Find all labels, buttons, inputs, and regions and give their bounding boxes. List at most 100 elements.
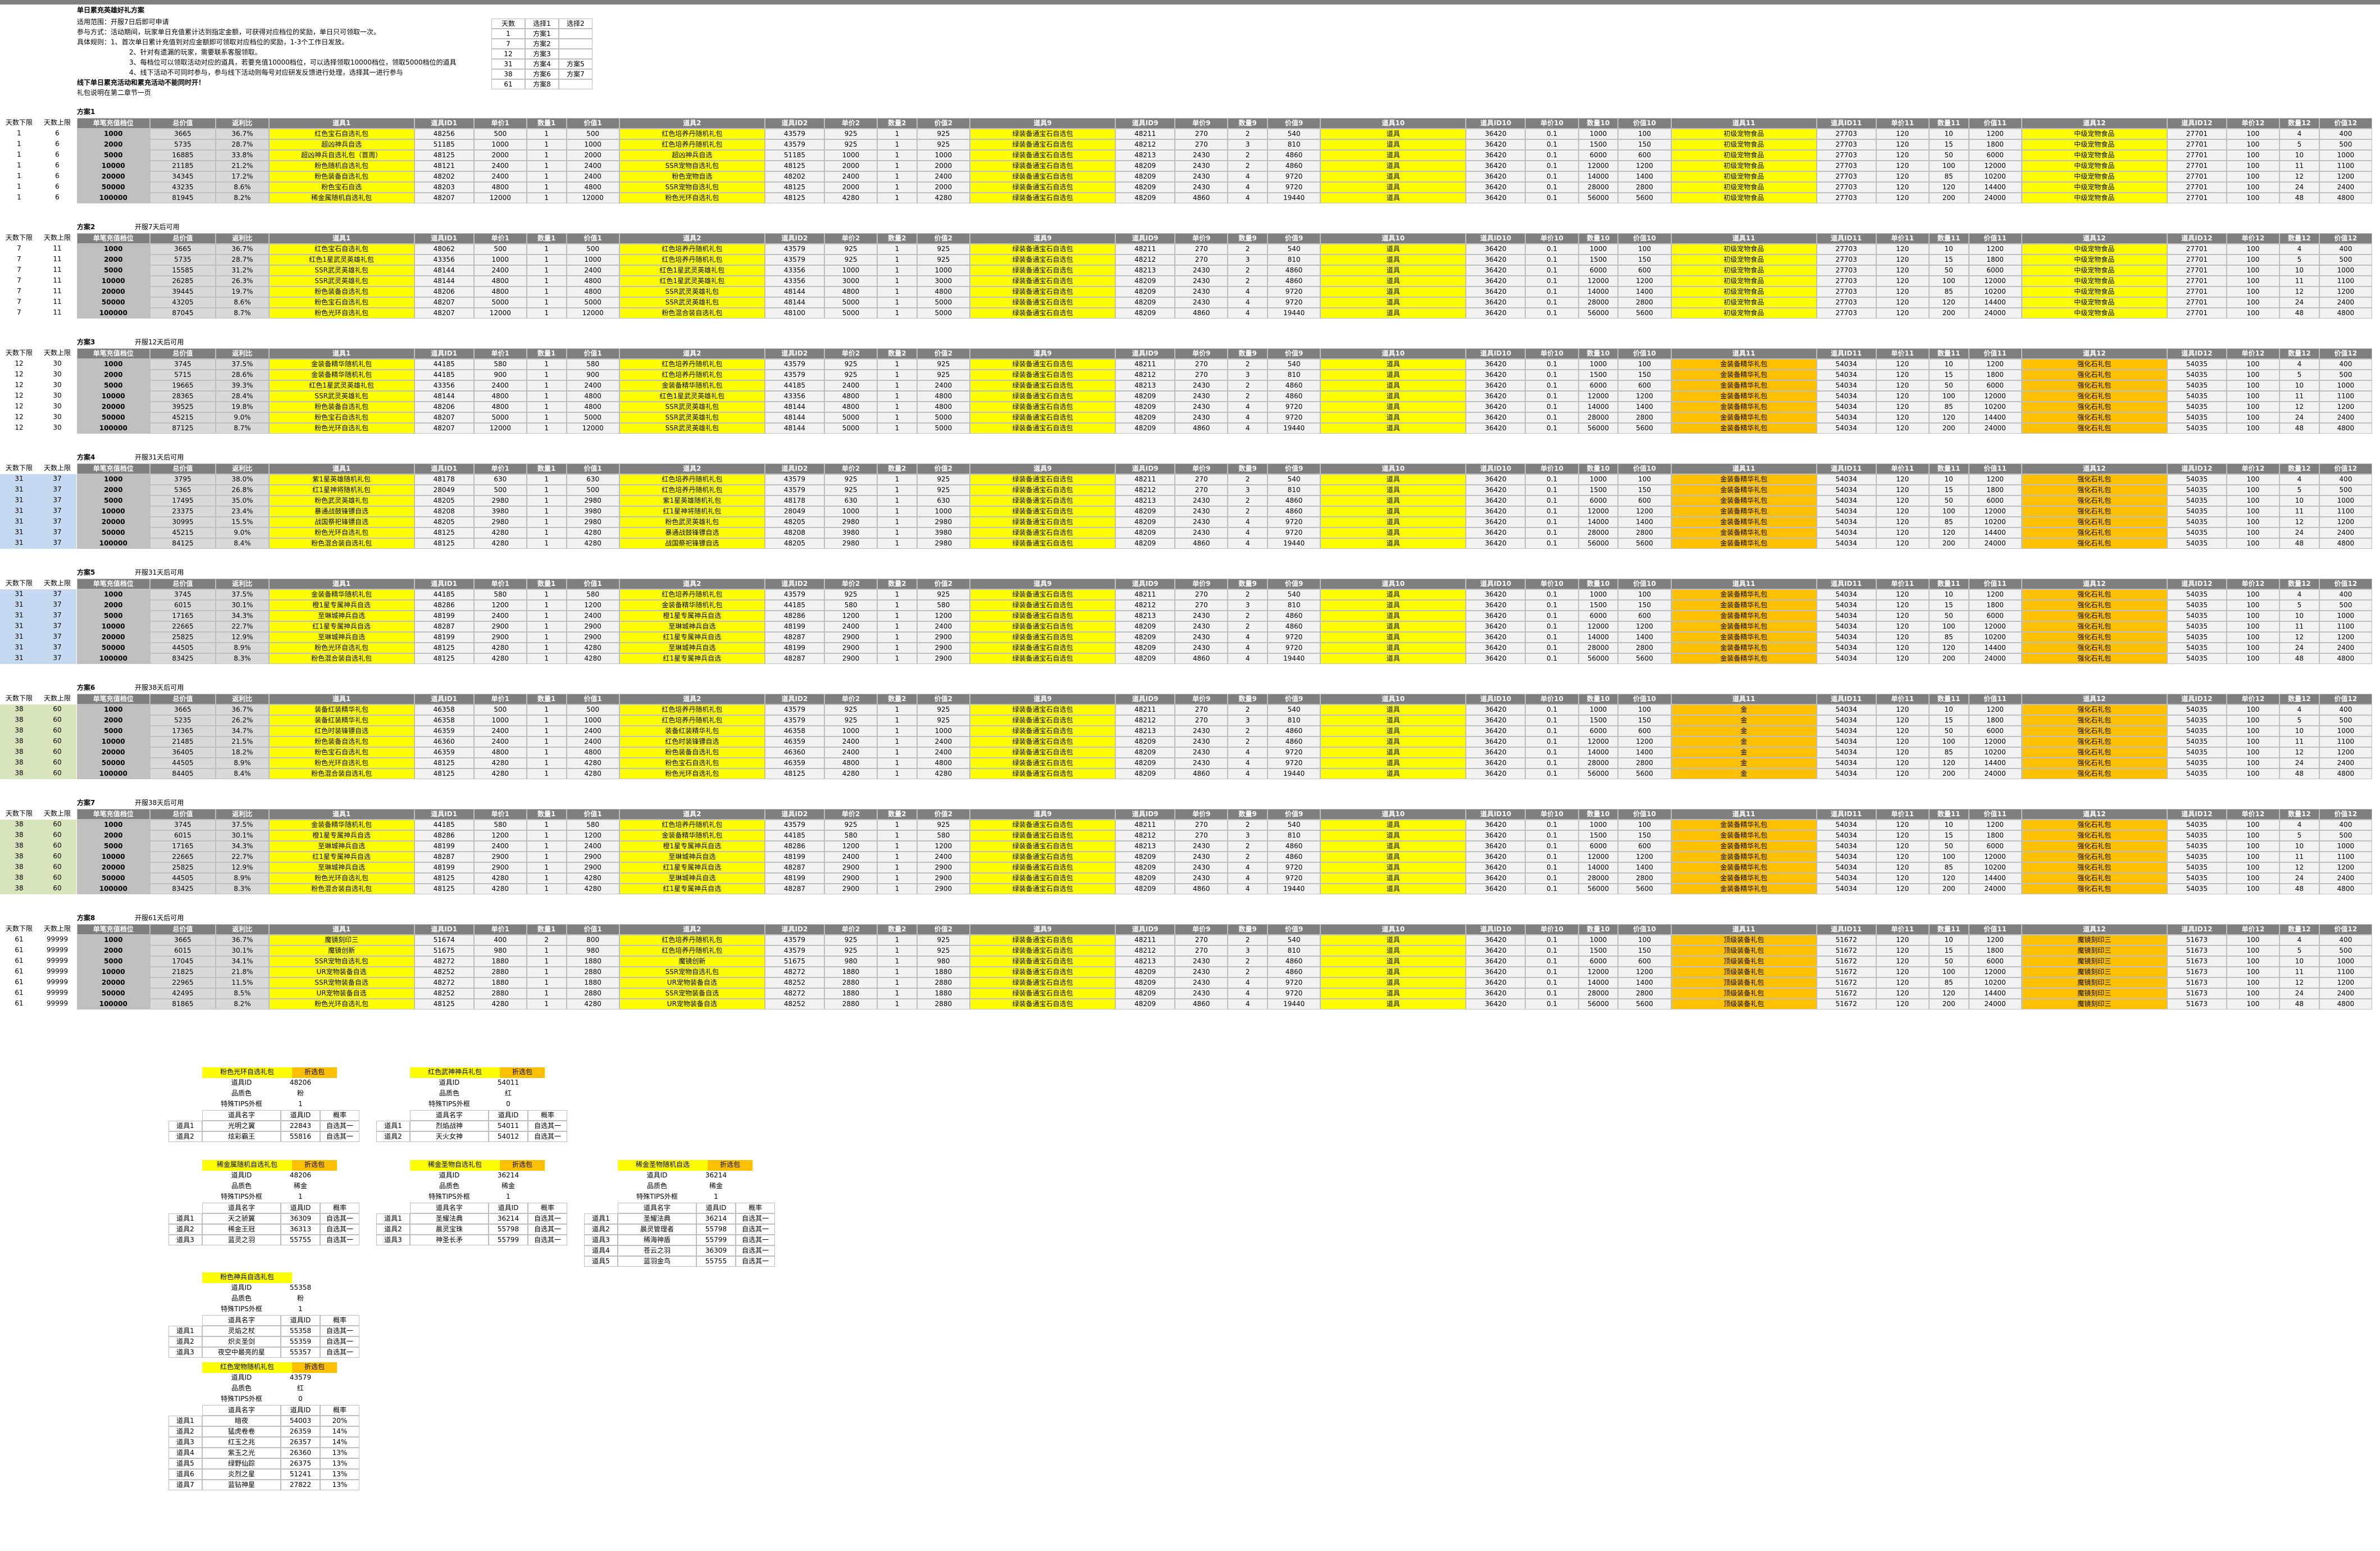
table-cell: 1 xyxy=(877,715,917,726)
table-cell: 绿装备通宝石自选包 xyxy=(970,988,1116,999)
table-cell: 1000 xyxy=(1578,935,1618,945)
table-cell: 48287 xyxy=(764,632,824,643)
table-cell: 60 xyxy=(38,715,76,726)
table-cell: 54034 xyxy=(1816,873,1876,884)
table-cell: 4 xyxy=(1228,423,1268,434)
table-cell: 1500 xyxy=(1578,600,1618,611)
table-cell: 1 xyxy=(526,988,567,999)
table-cell: 1 xyxy=(526,830,567,841)
table-cell: 5000 xyxy=(824,297,878,308)
table-cell: 4280 xyxy=(473,873,527,884)
table-cell: 27703 xyxy=(1816,161,1876,171)
table-cell: 23375 xyxy=(149,506,216,517)
table-cell: 120 xyxy=(1876,967,1929,977)
table-cell: 1 xyxy=(526,359,567,370)
table-cell: 54035 xyxy=(2167,495,2227,506)
item-cell: 暗夜 xyxy=(202,1416,281,1426)
table-cell: 22.7% xyxy=(216,852,269,862)
table-cell: 36420 xyxy=(1466,841,1526,852)
table-cell: 85 xyxy=(1928,977,1969,988)
info-value: 粉 xyxy=(281,1089,320,1099)
table-cell: 580 xyxy=(566,589,619,600)
table-cell: 强化石礼包 xyxy=(2021,370,2167,380)
table-cell: 580 xyxy=(473,359,527,370)
table-cell: 粉色光环自选礼包 xyxy=(619,768,765,779)
table-cell: 120 xyxy=(1876,244,1929,254)
table-cell: 27701 xyxy=(2167,150,2227,161)
table-cell: 28000 xyxy=(1578,988,1618,999)
table-cell: 4800 xyxy=(2319,423,2372,434)
table-cell: 27701 xyxy=(2167,276,2227,286)
column-header: 单价1 xyxy=(473,348,527,359)
table-cell: 36420 xyxy=(1466,988,1526,999)
table-cell: 11 xyxy=(38,265,76,276)
table-cell: 1 xyxy=(0,139,38,150)
table-cell: 1 xyxy=(877,653,917,664)
column-header: 道具1 xyxy=(268,118,414,129)
table-cell: 51673 xyxy=(2167,999,2227,1009)
table-cell: 925 xyxy=(824,935,878,945)
table-cell: SSR武灵英雄礼包 xyxy=(619,412,765,423)
lookup-cell: 31 xyxy=(491,59,525,69)
table-cell: 初级宠物食品 xyxy=(1671,171,1817,182)
table-cell: 48213 xyxy=(1115,150,1175,161)
table-cell: 红1星专属神兵自选 xyxy=(619,884,765,894)
table-cell: 120 xyxy=(1876,862,1929,873)
table-cell: 至琳城神兵自选 xyxy=(619,852,765,862)
column-header: 天数下限 xyxy=(0,579,38,589)
table-cell: 15 xyxy=(1928,254,1969,265)
item-cell: 自选其一 xyxy=(320,1347,359,1358)
table-cell: 4800 xyxy=(2319,308,2372,319)
table-cell: 金装备精华礼包 xyxy=(1671,423,1817,434)
table-cell: 48209 xyxy=(1115,758,1175,768)
table-cell: 4 xyxy=(2279,244,2319,254)
table-cell: 12000 xyxy=(1968,852,2022,862)
column-header: 价值9 xyxy=(1267,118,1321,129)
table-cell: 4800 xyxy=(566,391,619,402)
item-header: 道具名字 xyxy=(202,1203,281,1213)
table-cell: 金装备精华随机礼包 xyxy=(268,589,414,600)
table-cell: 48287 xyxy=(764,884,824,894)
table-cell: 3000 xyxy=(824,276,878,286)
table-cell: 100 xyxy=(2226,182,2280,193)
table-cell: 4860 xyxy=(1175,308,1228,319)
table-cell: 2 xyxy=(1228,380,1268,391)
item-cell: 道具4 xyxy=(168,1448,202,1458)
table-cell: 2430 xyxy=(1175,150,1228,161)
table-cell: 1 xyxy=(526,726,567,736)
table-cell: 48212 xyxy=(1115,254,1175,265)
table-cell: 强化石礼包 xyxy=(2021,485,2167,495)
table-cell: 绿装备通宝石自选包 xyxy=(970,276,1116,286)
table-cell: 10000 xyxy=(77,506,150,517)
item-cell: 自选其一 xyxy=(320,1235,359,1245)
info-label: 特殊TIPS外框 xyxy=(410,1099,489,1110)
table-cell: 36420 xyxy=(1466,830,1526,841)
column-header: 道具11 xyxy=(1671,579,1817,589)
table-cell: 9720 xyxy=(1267,988,1321,999)
table-cell: 4800 xyxy=(566,747,619,758)
table-cell: 51672 xyxy=(1816,977,1876,988)
column-header: 数量9 xyxy=(1228,694,1268,704)
column-header: 数量11 xyxy=(1928,694,1969,704)
table-cell: 强化石礼包 xyxy=(2021,758,2167,768)
table-cell: 30 xyxy=(38,423,76,434)
table-cell: 7 xyxy=(0,297,38,308)
table-cell: 1200 xyxy=(566,600,619,611)
table-cell: 12000 xyxy=(566,308,619,319)
table-cell: 120 xyxy=(1928,412,1969,423)
table-cell: 48199 xyxy=(414,862,474,873)
table-cell: 2 xyxy=(1228,589,1268,600)
table-cell: 120 xyxy=(1876,182,1929,193)
table-cell: 1000 xyxy=(473,715,527,726)
table-cell: 54034 xyxy=(1816,758,1876,768)
column-header: 道具10 xyxy=(1320,809,1466,820)
table-cell: 顶级装备礼包 xyxy=(1671,988,1817,999)
table-cell: 48212 xyxy=(1115,600,1175,611)
table-cell: 810 xyxy=(1267,370,1321,380)
table-cell: 51673 xyxy=(2167,988,2227,999)
table-cell: 红色培养丹随机礼包 xyxy=(619,715,765,726)
table-cell: 43579 xyxy=(764,254,824,265)
table-cell: 4 xyxy=(1228,999,1268,1009)
table-cell: 1 xyxy=(877,621,917,632)
